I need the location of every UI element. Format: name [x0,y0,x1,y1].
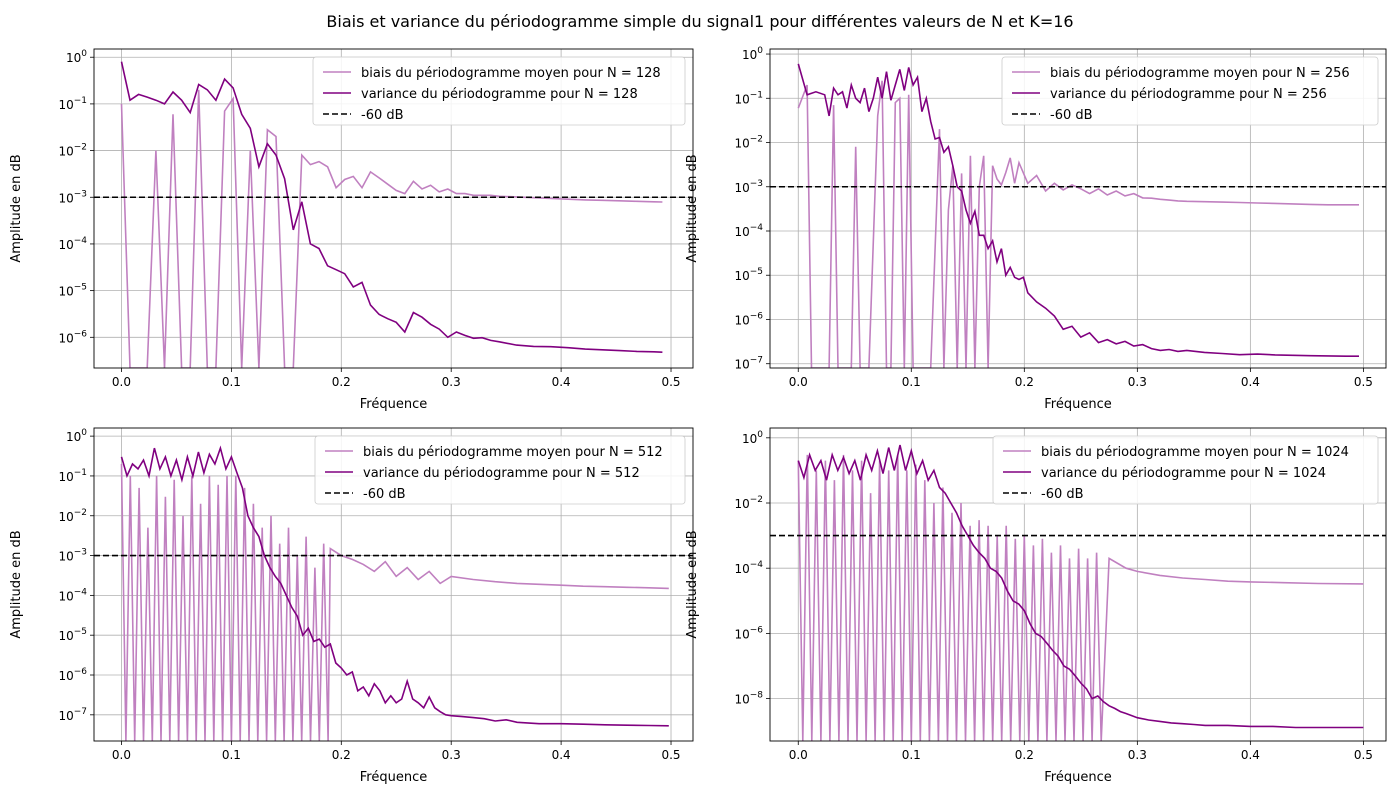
y-tick-label: 10−5 [58,283,87,299]
legend: biais du périodogramme moyen pour N = 25… [1001,56,1379,126]
x-tick-label: 0.3 [1128,375,1147,389]
legend-box [992,435,1379,505]
legend-label-threshold: -60 dB [1050,108,1093,123]
x-tick-label: 0.2 [1015,375,1034,389]
y-tick-label: 10−6 [734,625,763,641]
x-tick-label: 0.4 [552,375,571,389]
x-tick-label: 0.4 [552,748,571,762]
x-tick-label: 0.5 [661,375,680,389]
x-tick-label: 0.5 [1354,748,1373,762]
x-tick-label: 0.3 [1128,748,1147,762]
axes-frame [769,48,1387,369]
x-tick-label: 0.1 [222,375,241,389]
y-tick-label: 10−2 [734,135,763,151]
y-tick-label: 10−2 [734,495,763,511]
variance-series-line [797,63,1359,358]
y-tick-label: 10−4 [58,587,87,603]
variance-series-line [120,61,663,353]
x-tick-label: 0.4 [1241,375,1260,389]
legend-label-bias: biais du périodogramme moyen pour N = 51… [363,445,663,460]
x-tick-label: 0.3 [442,375,461,389]
axes-frame [93,427,694,742]
variance-series-line [797,444,1364,729]
axes-frame [769,427,1387,742]
bias-series-line [120,89,663,368]
y-axis-label: Amplitude en dB [685,530,700,638]
x-axis-label: Fréquence [1044,770,1111,785]
variance-series-line [120,445,669,727]
legend-label-bias: biais du périodogramme moyen pour N = 10… [1041,445,1349,460]
legend-label-variance: variance du périodogramme pour N = 128 [361,87,638,102]
y-tick-label: 100 [742,430,763,446]
legend-label-variance: variance du périodogramme pour N = 512 [363,466,640,481]
y-tick-label: 10−8 [734,691,763,707]
x-tick-label: 0.2 [332,375,351,389]
y-tick-label: 10−1 [58,96,87,112]
y-tick-label: 10−6 [58,667,87,683]
legend-box [1001,56,1379,126]
legend-label-bias: biais du périodogramme moyen pour N = 25… [1050,66,1350,81]
bias-series-line [797,80,1359,368]
y-tick-label: 10−4 [734,560,763,576]
y-tick-label: 10−3 [58,548,87,564]
figure-title: Biais et variance du périodogramme simpl… [326,12,1074,31]
y-tick-label: 10−5 [734,267,763,283]
y-axis-label: Amplitude en dB [9,154,24,262]
chart-panel-3: 0.0 0.1 0.2 0.3 0.4 0.5 10−7 10−6 10−5 10−4 10−3 10… [9,427,694,785]
legend: biais du périodogramme moyen pour N = 12… [312,56,686,126]
x-axis-label: Fréquence [1044,397,1111,412]
y-tick-label: 100 [742,46,763,62]
y-tick-label: 10−2 [58,143,87,159]
chart-panel-2: 0.0 0.1 0.2 0.3 0.4 0.5 10−7 10−6 10−5 10−4 10−3 10… [685,46,1387,412]
y-axis-label: Amplitude en dB [685,154,700,262]
legend-label-variance: variance du périodogramme pour N = 256 [1050,87,1327,102]
legend-box [314,435,686,505]
legend-label-threshold: -60 dB [1041,487,1084,502]
legend-box [312,56,686,126]
legend: biais du périodogramme moyen pour N = 10… [992,435,1379,505]
x-tick-label: 0.0 [789,748,808,762]
y-tick-label: 10−3 [58,189,87,205]
x-tick-label: 0.5 [1354,375,1373,389]
axes-frame [93,48,694,369]
x-tick-label: 0.0 [112,748,131,762]
x-tick-label: 0.2 [1015,748,1034,762]
x-tick-label: 0.5 [661,748,680,762]
y-tick-label: 10−4 [58,236,87,252]
x-tick-label: 0.2 [332,748,351,762]
legend-label-variance: variance du périodogramme pour N = 1024 [1041,466,1326,481]
legend-label-bias: biais du périodogramme moyen pour N = 12… [361,66,661,81]
chart-panel-1: 0.0 0.1 0.2 0.3 0.4 0.5 10−6 10−5 10−4 10−3 10−2 10… [9,48,694,412]
y-tick-label: 10−6 [734,311,763,327]
y-tick-label: 10−1 [58,468,87,484]
y-tick-label: 100 [66,49,87,65]
y-tick-label: 10−3 [734,179,763,195]
x-tick-label: 0.0 [789,375,808,389]
bias-series-line [120,463,669,741]
x-tick-label: 0.1 [222,748,241,762]
y-tick-label: 10−4 [734,223,763,239]
x-tick-label: 0.3 [442,748,461,762]
y-tick-label: 10−2 [58,508,87,524]
y-tick-label: 10−7 [734,356,763,372]
x-axis-label: Fréquence [360,397,427,412]
x-tick-label: 0.0 [112,375,131,389]
legend-label-threshold: -60 dB [361,108,404,123]
legend-label-threshold: -60 dB [363,487,406,502]
y-tick-label: 10−5 [58,627,87,643]
x-tick-label: 0.1 [902,375,921,389]
chart-panel-4: 0.0 0.1 0.2 0.3 0.4 0.5 10−8 10−6 10−4 10−2 100 Fré… [685,427,1387,785]
y-tick-label: 10−1 [734,90,763,106]
legend: biais du périodogramme moyen pour N = 51… [314,435,686,505]
y-axis-label: Amplitude en dB [9,530,24,638]
y-tick-label: 10−6 [58,329,87,345]
x-axis-label: Fréquence [360,770,427,785]
x-tick-label: 0.1 [902,748,921,762]
x-tick-label: 0.4 [1241,748,1260,762]
y-tick-label: 10−7 [58,707,87,723]
y-tick-label: 100 [66,428,87,444]
